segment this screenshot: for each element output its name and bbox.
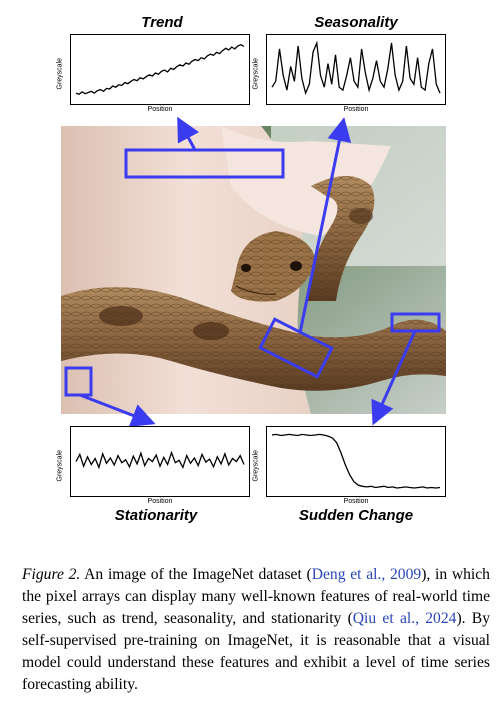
trend-plot: [70, 34, 250, 105]
stationarity-plot: [70, 426, 250, 497]
sudden-change-ylabel: Greyscale: [252, 449, 260, 482]
trend-series-line: [75, 43, 245, 96]
sudden-change-xlabel: Position: [343, 498, 369, 505]
caption-citation-qiu[interactable]: Qiu et al., 2024: [352, 610, 457, 627]
seasonality-plot: [266, 34, 446, 105]
seasonality-title: Seasonality: [314, 14, 398, 31]
caption-text-2: ), in which the pixel arrays can display…: [22, 566, 490, 627]
trend-ylabel: Greyscale: [56, 57, 64, 90]
seasonality-ylabel: Greyscale: [252, 57, 260, 90]
caption-text-1: An image of the ImageNet dataset (: [80, 566, 312, 583]
trend-line-svg: [75, 43, 245, 96]
seasonality-xlabel: Position: [343, 106, 369, 113]
seasonality-line-svg: [271, 40, 441, 96]
figure-caption: Figure 2. An image of the ImageNet datas…: [22, 564, 490, 696]
sudden-change-series-line: [271, 433, 441, 489]
stationarity-title: Stationarity: [114, 507, 198, 524]
stationarity-ylabel: Greyscale: [56, 449, 64, 482]
stationarity-xlabel: Position: [147, 498, 173, 505]
stationarity-series-line: [75, 450, 245, 470]
sudden-change-title: Sudden Change: [298, 507, 414, 524]
caption-citation-deng[interactable]: Deng et al., 2009: [311, 566, 422, 583]
sudden-change-line-svg: [271, 433, 441, 489]
caption-figure-label: Figure 2.: [22, 566, 81, 583]
snake-photo: [61, 126, 446, 414]
caption-text-3: ). By self-supervised pre-training on Im…: [22, 610, 491, 693]
seasonality-series-line: [271, 40, 441, 96]
trend-xlabel: Position: [147, 106, 173, 113]
stationarity-line-svg: [75, 450, 245, 470]
trend-title: Trend: [141, 14, 183, 31]
sudden-change-plot: [266, 426, 446, 497]
